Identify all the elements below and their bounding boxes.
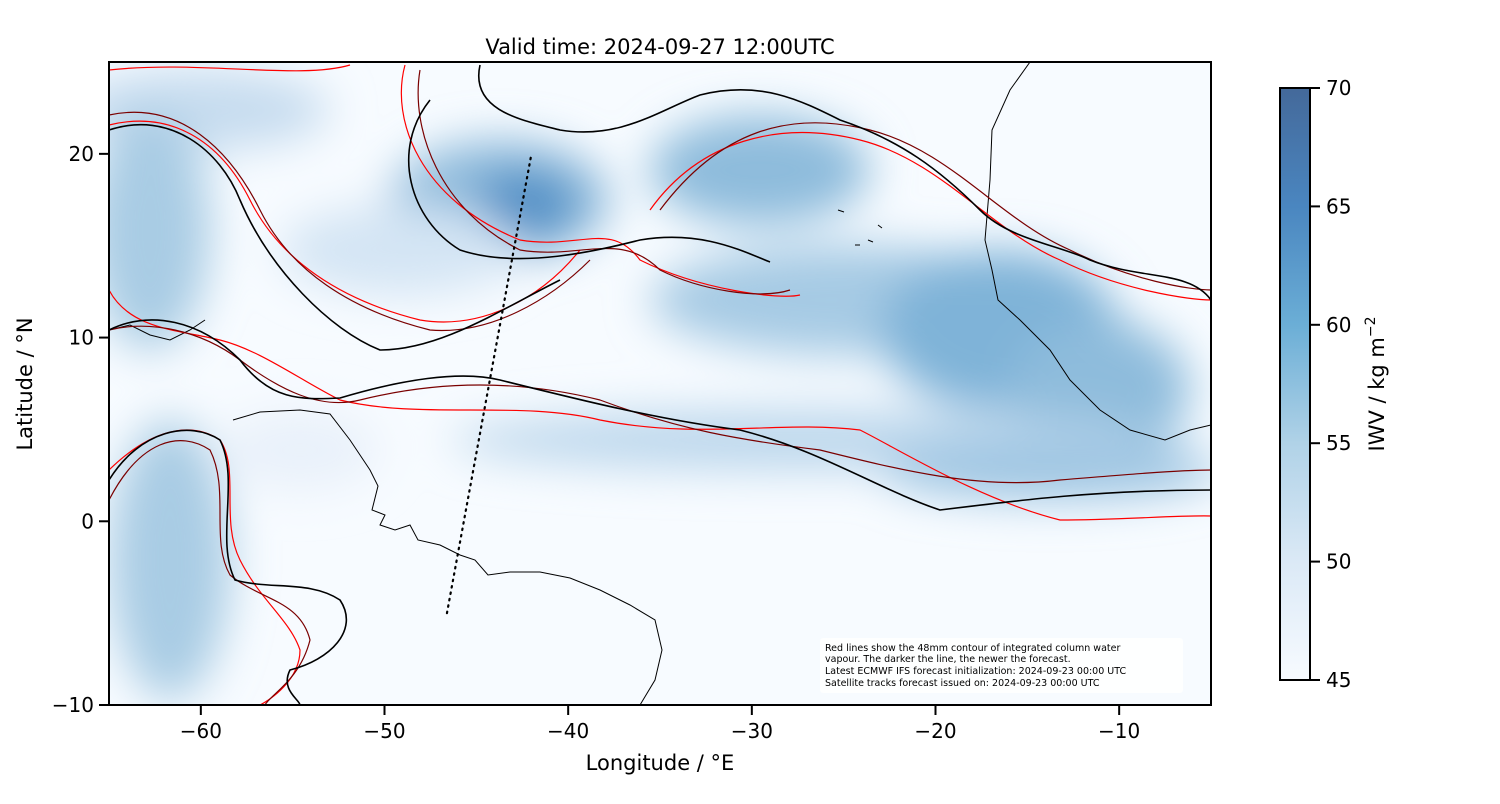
annotation-line-2: vapour. The darker the line, the newer t… [825, 654, 1071, 665]
iwv-field [109, 70, 1211, 700]
x-tick-label: −10 [1098, 719, 1140, 743]
map-area [109, 62, 1211, 705]
x-axis-label: Longitude / °E [586, 751, 735, 775]
x-tick-label: −40 [547, 719, 589, 743]
contour-darkred [109, 69, 1211, 705]
x-tick-label: −20 [914, 719, 956, 743]
colorbar-tick-label: 60 [1326, 313, 1351, 337]
colorbar: 70 65 60 55 50 45 IWV / kg m−2 [1279, 76, 1389, 692]
coastline-cape-verde [837, 209, 883, 246]
colorbar-ticks: 70 65 60 55 50 45 [1310, 76, 1351, 692]
colorbar-tick-label: 55 [1326, 431, 1351, 455]
map-frame [108, 61, 1212, 706]
coastline-south-america [232, 409, 663, 705]
coastline-africa [984, 62, 1211, 441]
y-tick-label: 10 [69, 326, 94, 350]
x-tick-label: −60 [180, 719, 222, 743]
annotation-line-3: Latest ECMWF IFS forecast initialization… [825, 666, 1126, 677]
colorbar-tick-label: 70 [1326, 76, 1351, 100]
colorbar-tick-label: 50 [1326, 550, 1351, 574]
contour-red [109, 64, 1211, 705]
colorbar-tick-label: 65 [1326, 194, 1351, 218]
y-tick-label: −10 [52, 693, 94, 717]
annotation-box: Red lines show the 48mm contour of integ… [820, 638, 1183, 693]
x-tick-label: −50 [363, 719, 405, 743]
y-axis-label: Latitude / °N [13, 317, 37, 450]
annotation-line-4: Satellite tracks forecast issued on: 202… [825, 678, 1100, 689]
contour-black [109, 64, 1211, 705]
colorbar-label: IWV / kg m−2 [1363, 316, 1389, 451]
y-tick-label: 20 [69, 142, 94, 166]
y-axis: 20 10 0 −10 [52, 142, 109, 717]
x-tick-label: −30 [731, 719, 773, 743]
y-tick-label: 0 [81, 509, 94, 533]
satellite-track [445, 152, 533, 615]
coastlines [109, 62, 1211, 705]
iwv-contours [109, 64, 1211, 705]
colorbar-tick-label: 45 [1326, 668, 1351, 692]
chart-title: Valid time: 2024-09-27 12:00UTC [485, 35, 834, 59]
annotation-line-1: Red lines show the 48mm contour of integ… [825, 643, 1120, 654]
colorbar-gradient [1279, 87, 1311, 681]
x-axis: −60 −50 −40 −30 −20 −10 [180, 705, 1140, 743]
